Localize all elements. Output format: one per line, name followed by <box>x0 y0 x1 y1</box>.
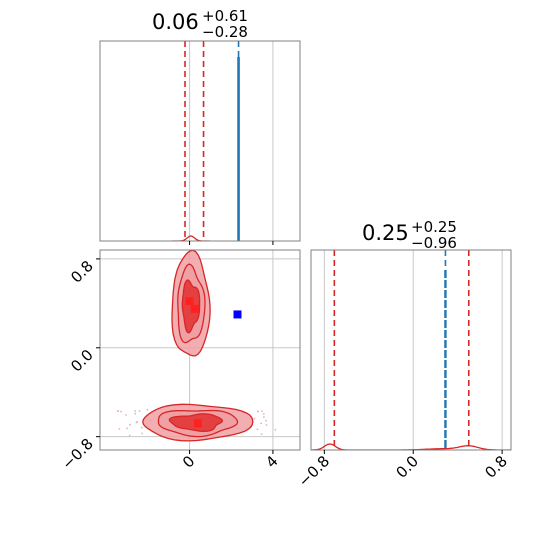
panel-1-title: 0.06 +0.61 −0.28 <box>152 7 248 41</box>
panel-2-histogram <box>311 443 511 450</box>
panel-3-x-tick-label: 4 <box>262 452 281 471</box>
panel-1-histogram <box>172 235 210 241</box>
panel-1-title-upper: +0.61 <box>202 7 248 25</box>
panel-3-sample-point <box>146 408 149 411</box>
panel-3-estimate-marker <box>185 297 194 306</box>
panel-3-sample-point <box>261 410 263 413</box>
panel-3-sample-point <box>120 410 122 413</box>
panel-3-sample-point <box>262 413 265 415</box>
panel-3-plot <box>116 250 277 442</box>
panel-3-x-tick-label: 0 <box>179 452 198 471</box>
panel-3-sample-point <box>141 426 143 429</box>
panel-3-truth-marker <box>233 310 242 319</box>
panel-1-title-median: 0.06 <box>152 10 199 34</box>
panel-3-sample-point <box>263 416 265 419</box>
panel-2-frame <box>310 249 512 451</box>
panel-3-sample-point <box>265 419 267 422</box>
panel-3-sample-point <box>138 410 141 412</box>
panel-3-sample-point <box>117 410 120 413</box>
panel-3-sample-point <box>126 427 128 430</box>
panel-1-frame <box>99 40 301 242</box>
panel-2-title: 0.25 +0.25 −0.96 <box>362 218 457 252</box>
panel-3-sample-point <box>129 423 131 426</box>
panel-3-sample-point <box>256 428 259 431</box>
panel-3-sample-point <box>118 428 121 430</box>
panel-3-sample-point <box>260 422 263 425</box>
panel-3-y-tick-label: 0.8 <box>67 257 97 287</box>
panel-2-title-median: 0.25 <box>362 221 409 245</box>
panel-2-title-upper: +0.25 <box>411 218 457 236</box>
panel-3-y-tick-label: 0.0 <box>67 346 97 376</box>
panel-2-plot <box>311 250 511 450</box>
panel-3-sample-point <box>128 434 131 437</box>
panel-3-sample-point <box>257 410 259 413</box>
panel-3-sample-point <box>260 433 263 435</box>
panel-3-sample-point <box>141 432 143 435</box>
panel-3-estimate-marker <box>193 419 202 428</box>
line-layer <box>172 41 511 450</box>
frame-layer <box>99 40 512 451</box>
panel-3-sample-point <box>134 410 137 412</box>
panel-1-title-lower: −0.28 <box>202 23 248 41</box>
panel-3-sample-point <box>265 424 268 426</box>
panel-3-sample-point <box>253 417 256 420</box>
panel-3-sample-point <box>134 412 137 415</box>
panel-2-x-tick-label: −0.8 <box>295 452 333 490</box>
panel-3-sample-point <box>135 421 138 424</box>
panel-1-plot <box>172 41 240 241</box>
density-fill-layer <box>116 250 277 442</box>
panel-3-sample-point <box>274 428 277 431</box>
panel-2-x-tick-label: 0.0 <box>392 452 422 482</box>
panel-3-y-tick-label: −0.8 <box>58 435 96 473</box>
panel-3-frame <box>99 249 301 451</box>
panel-3-sample-point <box>125 414 127 416</box>
panel-3-estimate-marker <box>190 304 199 313</box>
tick-layer: 0 4 −0.8 0.0 0.8 −0.8 0.0 0.8 <box>58 241 511 491</box>
panel-2-x-tick-label: 0.8 <box>481 452 511 482</box>
panel-2-title-lower: −0.96 <box>411 234 457 252</box>
